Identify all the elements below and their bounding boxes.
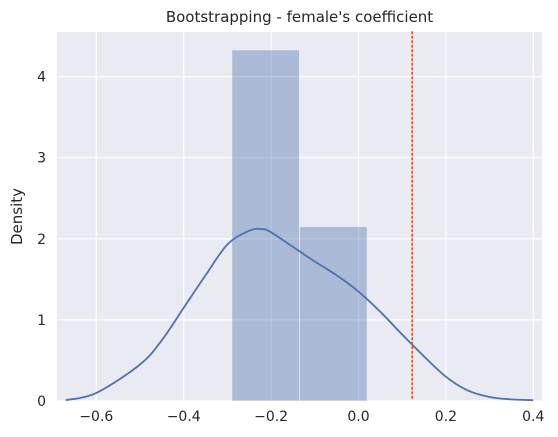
kde-curve [65, 227, 534, 402]
y-tick-labels: 0 1 2 3 4 [37, 70, 46, 410]
y-axis-label: Density [8, 188, 26, 245]
histogram-bars [231, 49, 368, 402]
x-tick-label: −0.6 [79, 409, 113, 425]
x-tick-label: 0.2 [435, 409, 457, 425]
y-tick-label: 4 [37, 70, 46, 86]
y-tick-label: 2 [37, 232, 46, 248]
kde-layer [65, 227, 534, 402]
y-tick-label: 3 [37, 151, 46, 167]
y-tick-label: 0 [37, 394, 46, 410]
histogram-bar [231, 49, 301, 402]
x-tick-label: 0.0 [347, 409, 369, 425]
x-tick-labels: −0.6 −0.4 −0.2 0.0 0.2 0.4 [79, 409, 544, 425]
y-tick-label: 1 [37, 313, 46, 329]
x-tick-label: −0.4 [167, 409, 201, 425]
histogram-bar [299, 226, 368, 402]
x-tick-label: −0.2 [254, 409, 288, 425]
x-tick-label: 0.4 [522, 409, 544, 425]
chart-title: Bootstrapping - female's coefficient [166, 8, 433, 26]
